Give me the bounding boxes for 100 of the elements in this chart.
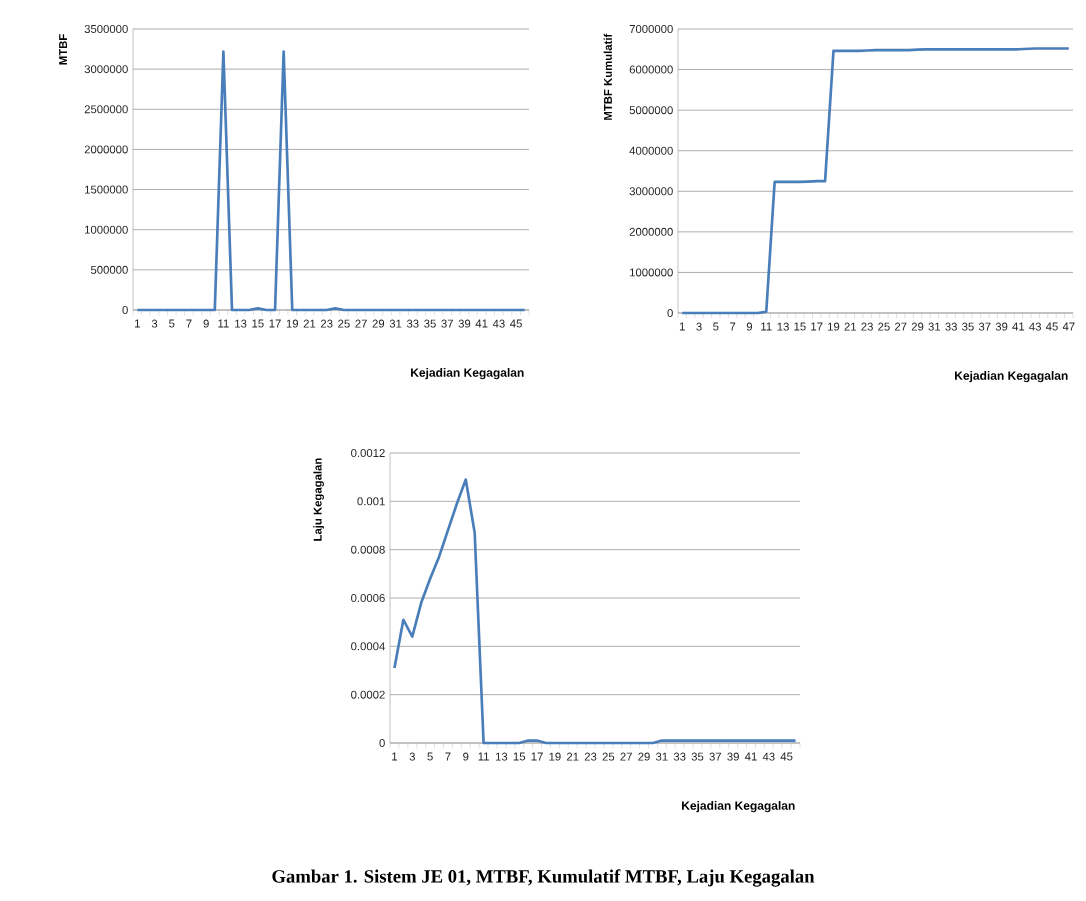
x-tick-label: 11 xyxy=(478,752,489,761)
x-tick-label: 27 xyxy=(620,752,632,761)
x-tick-label: 29 xyxy=(911,322,924,331)
y-tick-label: 0.0006 xyxy=(351,594,385,603)
x-tick-label: 47 xyxy=(1062,322,1075,331)
x-tick-label: 35 xyxy=(962,322,974,331)
x-tick-label: 3 xyxy=(409,752,415,761)
x-tick-label: 25 xyxy=(338,319,350,328)
x-tick-label: 25 xyxy=(878,322,890,331)
y-tick-label: 2000000 xyxy=(629,227,673,236)
x-axis-title: Kejadian Kegagalan xyxy=(411,368,524,380)
x-tick-label: 9 xyxy=(463,752,469,761)
x-tick-label: 45 xyxy=(780,752,793,761)
x-axis-title: Kejadian Kegagalan xyxy=(955,371,1068,383)
y-tick-label: 0 xyxy=(122,305,128,314)
x-tick-label: 15 xyxy=(252,319,264,328)
x-tick-label: 43 xyxy=(1029,322,1041,331)
x-tick-label: 15 xyxy=(513,752,526,761)
x-tick-label: 39 xyxy=(727,752,739,761)
x-tick-label: 17 xyxy=(811,322,823,331)
y-tick-label: 0.0008 xyxy=(351,545,385,554)
y-tick-label: 3000000 xyxy=(629,187,673,196)
x-tick-label: 41 xyxy=(744,752,757,761)
x-tick-label: 21 xyxy=(566,752,579,761)
x-tick-label: 35 xyxy=(691,752,704,761)
y-tick-label: 2000000 xyxy=(84,145,128,154)
x-tick-label: 13 xyxy=(235,319,247,328)
x-tick-label: 45 xyxy=(510,319,522,328)
x-tick-label: 11 xyxy=(218,319,229,328)
x-tick-label: 37 xyxy=(441,319,453,328)
x-tick-label: 7 xyxy=(730,322,736,331)
x-tick-label: 5 xyxy=(169,319,175,328)
x-tick-label: 23 xyxy=(584,752,597,761)
x-tick-label: 37 xyxy=(709,752,722,761)
x-tick-label: 5 xyxy=(427,752,433,761)
x-tick-label: 17 xyxy=(269,319,281,328)
y-tick-label: 0.0004 xyxy=(351,642,385,651)
x-tick-label: 19 xyxy=(286,319,299,328)
x-tick-label: 37 xyxy=(978,322,991,331)
x-tick-label: 39 xyxy=(458,319,471,328)
y-axis-title: MTBF xyxy=(59,34,67,65)
x-tick-label: 1 xyxy=(392,752,398,761)
x-tick-label: 29 xyxy=(372,319,385,328)
x-tick-label: 31 xyxy=(389,319,402,328)
y-tick-label: 5000000 xyxy=(629,106,673,115)
x-tick-label: 1 xyxy=(135,319,140,328)
x-tick-label: 29 xyxy=(638,752,650,761)
x-tick-label: 43 xyxy=(762,752,775,761)
x-tick-label: 31 xyxy=(655,752,668,761)
x-tick-label: 41 xyxy=(475,319,488,328)
x-tick-label: 39 xyxy=(995,322,1008,331)
x-tick-label: 33 xyxy=(406,319,419,328)
text: Gambar 1. Sistem JE 01, MTBF, Kumulatif MTBF, Laju Kegagalan xyxy=(272,869,815,887)
y-tick-label: 0.0002 xyxy=(351,690,385,699)
y-tick-label: 3500000 xyxy=(84,24,128,33)
x-tick-label: 33 xyxy=(945,322,957,331)
y-tick-label: 6000000 xyxy=(629,65,673,74)
x-tick-label: 21 xyxy=(303,319,316,328)
y-tick-label: 0.001 xyxy=(357,497,385,506)
x-tick-label: 25 xyxy=(602,752,615,761)
x-tick-label: 27 xyxy=(894,322,907,331)
y-tick-label: 0.0012 xyxy=(351,449,385,457)
y-axis-title: Laju Kegagalan xyxy=(313,458,324,541)
x-tick-label: 1 xyxy=(679,322,685,331)
y-tick-label: 500000 xyxy=(90,265,128,274)
x-tick-label: 7 xyxy=(445,752,451,761)
x-tick-label: 21 xyxy=(844,322,857,331)
x-axis-title: Kejadian Kegagalan xyxy=(682,801,795,813)
x-tick-label: 7 xyxy=(186,319,192,328)
y-tick-label: 3000000 xyxy=(84,65,128,74)
x-tick-label: 13 xyxy=(777,322,789,331)
y-tick-label: 1500000 xyxy=(85,185,128,194)
x-tick-label: 45 xyxy=(1045,322,1058,331)
x-tick-label: 9 xyxy=(203,319,209,328)
x-tick-label: 9 xyxy=(746,322,753,331)
y-tick-label: 0 xyxy=(667,308,673,317)
x-tick-label: 23 xyxy=(861,322,873,331)
y-tick-label: 4000000 xyxy=(629,146,673,155)
y-tick-label: 1000000 xyxy=(630,268,673,277)
y-tick-label: 7000000 xyxy=(629,25,673,34)
x-tick-label: 41 xyxy=(1012,322,1025,331)
y-tick-label: 0 xyxy=(379,739,385,748)
x-tick-label: 17 xyxy=(531,752,543,761)
y-axis-title: MTBF Kumulatif xyxy=(603,33,612,120)
x-tick-label: 27 xyxy=(355,319,367,328)
x-tick-label: 43 xyxy=(492,319,505,328)
x-tick-label: 13 xyxy=(495,752,508,761)
x-tick-label: 19 xyxy=(549,752,561,761)
x-tick-label: 5 xyxy=(713,322,719,331)
x-tick-label: 3 xyxy=(151,319,158,328)
y-tick-label: 1000000 xyxy=(85,225,128,234)
x-tick-label: 35 xyxy=(424,319,436,328)
x-tick-label: 19 xyxy=(828,322,840,331)
x-tick-label: 15 xyxy=(794,322,806,331)
x-tick-label: 33 xyxy=(673,752,686,761)
y-tick-label: 2500000 xyxy=(84,105,128,114)
x-tick-label: 11 xyxy=(761,322,772,331)
x-tick-label: 3 xyxy=(696,322,702,331)
x-tick-label: 23 xyxy=(320,319,333,328)
x-tick-label: 31 xyxy=(928,322,941,331)
